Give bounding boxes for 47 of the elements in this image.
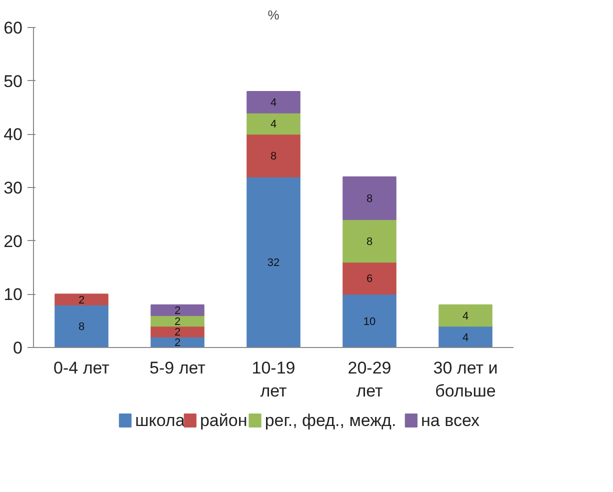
data-label: 2 xyxy=(174,326,181,338)
data-label: 8 xyxy=(78,321,85,334)
chart-title: % xyxy=(268,8,280,22)
legend-label: район xyxy=(200,411,248,430)
data-label: 8 xyxy=(366,236,373,248)
x-tick-label: 30 лет и больше xyxy=(433,358,498,400)
x-tick-label: 20-29 лет xyxy=(348,358,392,400)
data-label: 8 xyxy=(366,193,373,206)
data-label: 2 xyxy=(174,337,181,350)
bar xyxy=(150,326,204,338)
x-tick-label: 0-4 лет xyxy=(54,358,110,378)
data-label: 10 xyxy=(363,316,376,328)
bar xyxy=(150,304,204,316)
legend-label: школа xyxy=(135,411,186,430)
y-tick-label: 0 xyxy=(13,338,23,358)
data-label: 4 xyxy=(462,310,469,322)
data-label: 4 xyxy=(462,332,469,344)
bar xyxy=(438,326,492,348)
data-label: 4 xyxy=(270,118,277,130)
y-tick-label: 60 xyxy=(4,18,23,38)
y-tick-label: 40 xyxy=(4,125,23,144)
bar xyxy=(342,262,396,295)
data-label: 6 xyxy=(366,273,373,286)
bar xyxy=(342,176,396,220)
y-tick-label: 10 xyxy=(4,285,23,304)
bar xyxy=(246,112,300,135)
bar xyxy=(54,304,108,348)
bar xyxy=(54,294,108,306)
data-label: 2 xyxy=(174,305,181,318)
x-tick-label: 10-19 лет xyxy=(252,358,296,400)
data-label: 2 xyxy=(174,316,181,328)
bar xyxy=(438,304,492,327)
data-label: 2 xyxy=(78,294,85,306)
bar xyxy=(246,91,300,114)
data-label: 8 xyxy=(270,150,277,162)
data-label: 32 xyxy=(267,257,280,270)
data-label: 4 xyxy=(270,97,277,110)
legend-label: на всех xyxy=(421,411,480,430)
bar xyxy=(246,176,300,348)
bar xyxy=(342,294,396,348)
bar xyxy=(342,219,396,263)
x-tick-label: 5-9 лет xyxy=(150,358,206,378)
legend-label: рег., фед., межд. xyxy=(264,411,396,430)
bar xyxy=(246,134,300,178)
y-tick-label: 50 xyxy=(4,72,23,91)
y-tick-label: 20 xyxy=(4,232,23,251)
y-tick-label: 30 xyxy=(4,178,23,198)
